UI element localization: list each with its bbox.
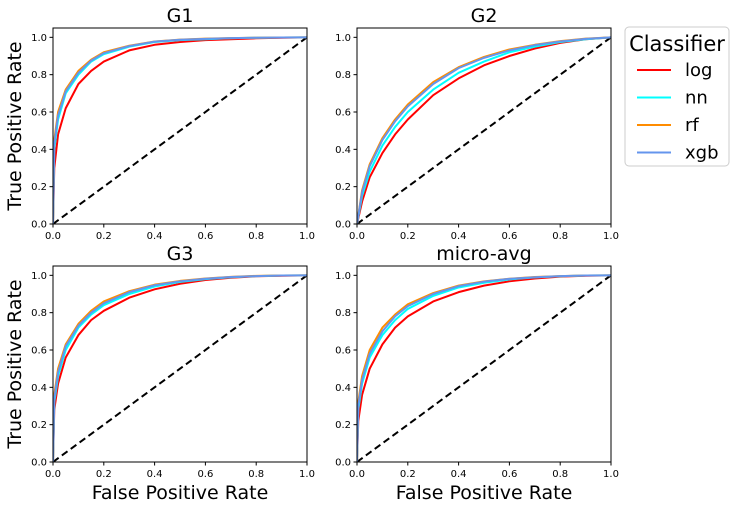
diagonal-reference-line <box>357 274 611 462</box>
legend-entry-nn: nn <box>637 88 708 109</box>
y-tick-label: 0.2 <box>31 420 47 431</box>
legend-entry-rf: rf <box>637 115 699 136</box>
x-tick-label: 0.0 <box>349 469 365 480</box>
x-tick-label: 0.8 <box>248 469 264 480</box>
subplot-3: 0.0 0.2 0.4 0.6 0.8 1.0 0.0 0.2 0.4 0.6 0.8 1.0 G3 Fa… <box>4 243 315 504</box>
y-tick-label: 0.4 <box>31 145 47 156</box>
legend-label: nn <box>685 88 708 109</box>
x-tick-label: 0.6 <box>501 231 517 242</box>
plot-area <box>53 266 307 462</box>
axes-frame <box>52 27 308 225</box>
x-tick-label: 0.8 <box>248 231 264 242</box>
y-tick-label: 0.8 <box>31 308 47 319</box>
y-tick-label: 0.6 <box>335 108 351 119</box>
x-tick-label: 0.2 <box>400 469 416 480</box>
y-tick-label: 0.2 <box>335 420 351 431</box>
roc-line-xgb <box>53 274 307 462</box>
x-tick-label: 0.6 <box>197 231 213 242</box>
subplot-title: G2 <box>471 5 498 27</box>
x-tick-label: 0.6 <box>197 469 213 480</box>
x-tick-label: 0.0 <box>45 469 61 480</box>
x-tick-label: 0.2 <box>96 469 112 480</box>
y-tick-label: 0.0 <box>335 458 351 469</box>
legend-entry-xgb: xgb <box>637 143 719 164</box>
subplot-2: 0.0 0.2 0.4 0.6 0.8 1.0 0.0 0.2 0.4 0.6 0.8 1.0 G2 <box>335 5 619 242</box>
y-tick-label: 0.0 <box>31 220 47 231</box>
x-tick-label: 0.2 <box>400 231 416 242</box>
diagonal-reference-line <box>357 36 611 224</box>
roc-line-log <box>357 36 611 224</box>
plot-area <box>53 28 307 224</box>
x-tick-label: 0.4 <box>451 231 467 242</box>
diagonal-reference-line <box>53 274 307 462</box>
x-tick-label: 0.8 <box>552 469 568 480</box>
y-tick-label: 0.6 <box>31 108 47 119</box>
x-axis-label: False Positive Rate <box>396 482 573 504</box>
y-tick-label: 0.6 <box>335 346 351 357</box>
y-tick-label: 0.0 <box>31 458 47 469</box>
x-tick-label: 0.8 <box>552 231 568 242</box>
x-tick-label: 0.4 <box>451 469 467 480</box>
roc-line-xgb <box>357 36 611 224</box>
subplot-4: 0.0 0.2 0.4 0.6 0.8 1.0 0.0 0.2 0.4 0.6 0.8 1.0 micr… <box>335 243 619 504</box>
y-tick-label: 0.8 <box>31 70 47 81</box>
subplot-title: G3 <box>167 243 194 265</box>
x-axis-label: False Positive Rate <box>92 482 269 504</box>
x-tick-label: 1.0 <box>603 469 619 480</box>
legend: Classifier log nn rf xgb <box>624 26 730 167</box>
y-tick-label: 1.0 <box>31 33 47 44</box>
y-tick-label: 0.0 <box>335 220 351 231</box>
subplot-panels: 0.0 0.2 0.4 0.6 0.8 1.0 0.0 0.2 0.4 0.6 0.8 1.0 G1 Tr… <box>4 5 619 504</box>
axes-frame <box>356 27 612 225</box>
legend-label: rf <box>685 115 699 136</box>
y-tick-label: 0.8 <box>335 70 351 81</box>
plot-area <box>357 266 611 462</box>
legend-title: Classifier <box>629 32 725 56</box>
x-tick-label: 1.0 <box>603 231 619 242</box>
y-tick-label: 1.0 <box>335 271 351 282</box>
x-tick-label: 0.0 <box>45 231 61 242</box>
y-tick-label: 1.0 <box>31 271 47 282</box>
y-tick-label: 0.8 <box>335 308 351 319</box>
x-tick-label: 1.0 <box>299 469 315 480</box>
y-tick-label: 0.4 <box>335 383 351 394</box>
legend-entry-log: log <box>637 60 712 81</box>
x-tick-label: 0.6 <box>501 469 517 480</box>
y-tick-label: 0.2 <box>31 182 47 193</box>
y-axis-label: True Positive Rate <box>4 279 26 449</box>
x-tick-label: 0.4 <box>147 469 163 480</box>
x-tick-label: 0.2 <box>96 231 112 242</box>
legend-label: log <box>685 60 712 81</box>
y-tick-label: 0.2 <box>335 182 351 193</box>
roc-line-xgb <box>357 274 611 462</box>
x-tick-label: 0.4 <box>147 231 163 242</box>
y-axis-label: True Positive Rate <box>4 41 26 211</box>
subplot-title: G1 <box>167 5 194 27</box>
axes-frame <box>52 265 308 463</box>
legend-entries: log nn rf xgb <box>637 60 719 164</box>
diagonal-reference-line <box>53 36 307 224</box>
y-tick-label: 1.0 <box>335 33 351 44</box>
x-tick-label: 0.0 <box>349 231 365 242</box>
y-tick-label: 0.4 <box>31 383 47 394</box>
legend-frame <box>624 26 730 167</box>
y-tick-label: 0.6 <box>31 346 47 357</box>
subplot-1: 0.0 0.2 0.4 0.6 0.8 1.0 0.0 0.2 0.4 0.6 0.8 1.0 G1 Tr… <box>4 5 315 242</box>
axes-frame <box>356 265 612 463</box>
legend-label: xgb <box>685 143 719 164</box>
subplot-title: micro-avg <box>436 243 531 265</box>
y-tick-label: 0.4 <box>335 145 351 156</box>
x-tick-label: 1.0 <box>299 231 315 242</box>
roc-line-xgb <box>53 36 307 224</box>
